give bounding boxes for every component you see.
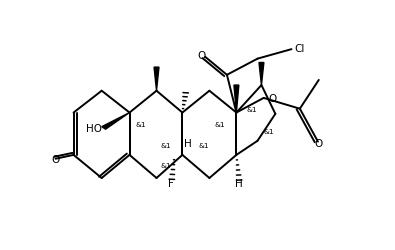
Text: &1: &1 xyxy=(161,142,171,148)
Text: HO: HO xyxy=(86,124,102,134)
Polygon shape xyxy=(102,113,130,130)
Polygon shape xyxy=(234,86,239,113)
Text: F: F xyxy=(168,178,174,188)
Text: Cl: Cl xyxy=(294,44,305,54)
Text: O: O xyxy=(315,139,323,149)
Text: &1: &1 xyxy=(135,122,146,128)
Text: &1: &1 xyxy=(215,122,226,128)
Text: &1: &1 xyxy=(247,106,258,112)
Text: O: O xyxy=(198,50,206,60)
Text: H: H xyxy=(184,139,192,149)
Text: &1: &1 xyxy=(198,142,209,148)
Text: H: H xyxy=(235,178,243,188)
Text: &1: &1 xyxy=(161,162,171,168)
Polygon shape xyxy=(154,68,159,91)
Text: O: O xyxy=(51,154,60,164)
Text: &1: &1 xyxy=(264,128,274,134)
Polygon shape xyxy=(259,63,264,86)
Text: O: O xyxy=(269,94,277,104)
